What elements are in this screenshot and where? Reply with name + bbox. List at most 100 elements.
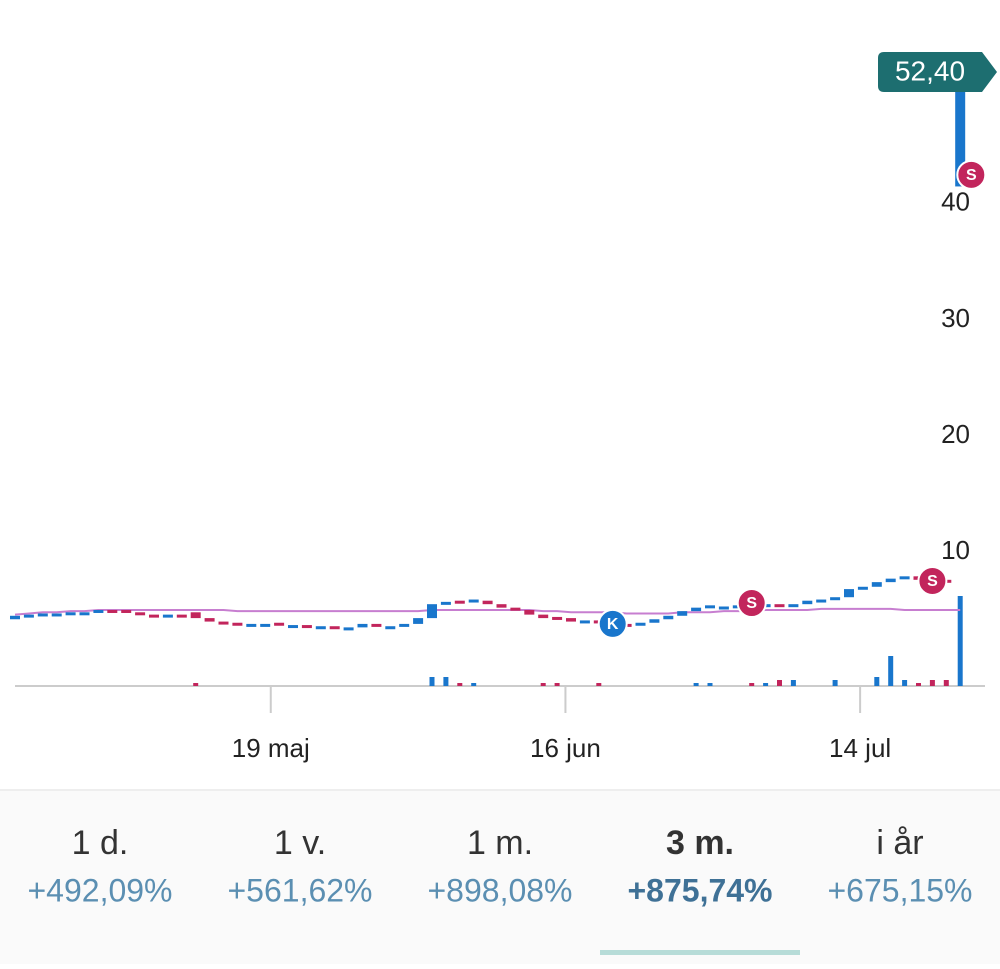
candle: [357, 623, 368, 628]
volume-bar: [471, 683, 477, 686]
candle: [635, 622, 646, 626]
candle: [566, 618, 576, 622]
candle: [885, 578, 896, 583]
candle: [871, 582, 882, 587]
period-change: +875,74%: [627, 872, 772, 908]
candle: [691, 607, 702, 612]
volume-bar: [443, 677, 449, 686]
trade-marker-label: S: [746, 595, 757, 612]
trade-marker[interactable]: [597, 608, 628, 639]
volume-bar: [193, 683, 199, 686]
candle: [399, 623, 410, 627]
y-tick-label: 40: [941, 187, 970, 217]
candle: [385, 626, 396, 630]
candle: [663, 615, 674, 620]
period-label: 3 m.: [666, 824, 734, 862]
y-tick-label: 10: [941, 535, 970, 565]
candle: [315, 626, 326, 630]
candle: [427, 604, 437, 619]
x-tick-label: 14 jul: [829, 733, 891, 763]
candle: [218, 621, 229, 625]
period-label: 1 m.: [467, 824, 533, 862]
trade-marker[interactable]: [736, 588, 767, 619]
candle: [288, 625, 298, 629]
candle: [413, 618, 424, 624]
volume-bar: [957, 596, 963, 686]
candle: [79, 612, 90, 616]
selected-indicator: [600, 950, 800, 955]
volume-bar: [540, 683, 546, 686]
candle: [440, 601, 451, 605]
volume-bar: [929, 680, 935, 686]
price-tag-label: 52,40: [895, 55, 965, 86]
candle: [788, 604, 799, 608]
volume-bar: [763, 683, 769, 686]
tab-bar: [0, 791, 1000, 964]
candle: [816, 599, 827, 603]
candle: [552, 616, 563, 620]
candle: [10, 615, 20, 620]
volume-bar: [457, 683, 463, 686]
period-label: i år: [876, 824, 923, 862]
candle: [830, 597, 841, 601]
candle: [343, 627, 354, 631]
period-change: +561,62%: [227, 872, 372, 908]
candle: [371, 623, 382, 627]
volume-bar: [693, 683, 699, 686]
trade-marker[interactable]: [956, 159, 987, 190]
candle: [51, 613, 62, 617]
candle: [232, 622, 243, 626]
volume-bar: [832, 680, 838, 686]
volume-bar: [888, 656, 894, 686]
period-change: +675,15%: [827, 872, 972, 908]
candle: [121, 609, 132, 613]
period-label: 1 d.: [72, 824, 129, 862]
volume-bar: [902, 680, 908, 686]
volume-bar: [554, 683, 560, 686]
volume-bar: [916, 683, 921, 686]
volume-bar: [429, 677, 435, 686]
period-label: 1 v.: [274, 824, 326, 862]
candle: [510, 607, 521, 611]
candle: [260, 623, 271, 627]
trade-marker-label: S: [927, 573, 938, 590]
candle: [524, 609, 535, 615]
y-tick-label: 20: [941, 419, 970, 449]
x-tick-label: 16 jun: [530, 733, 601, 763]
candle: [274, 622, 285, 626]
price-tag: [878, 51, 997, 92]
candle: [162, 614, 173, 618]
volume-bar: [874, 677, 880, 686]
candle: [649, 619, 660, 623]
candle: [844, 589, 854, 598]
candle: [454, 600, 465, 604]
candle: [468, 599, 479, 603]
candle: [37, 613, 48, 617]
trade-marker-label: S: [966, 167, 977, 184]
candle: [802, 600, 813, 605]
candle: [496, 604, 507, 608]
period-change: +898,08%: [427, 872, 572, 908]
candle: [23, 614, 34, 618]
candle: [149, 614, 159, 618]
moving-average: [14, 607, 961, 616]
candle: [204, 618, 215, 622]
candle: [190, 612, 201, 619]
trade-marker-label: K: [607, 616, 619, 633]
candle: [774, 604, 785, 608]
candle: [705, 605, 715, 609]
candle: [718, 606, 729, 610]
x-tick-label: 19 maj: [232, 733, 310, 763]
trade-marker[interactable]: [917, 565, 948, 596]
candle: [579, 620, 590, 624]
candle: [899, 576, 910, 580]
candle: [482, 600, 493, 605]
candle: [246, 623, 257, 627]
candle: [677, 611, 688, 616]
candle: [301, 625, 312, 629]
candle: [857, 586, 868, 590]
volume-bar: [596, 683, 602, 686]
